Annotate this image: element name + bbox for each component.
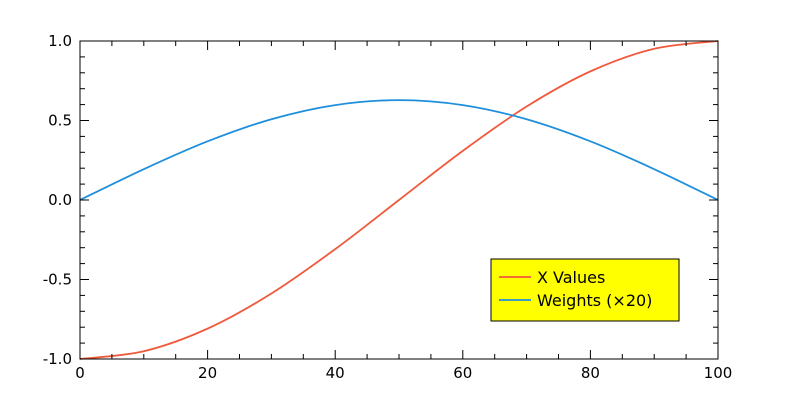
series-line-1 bbox=[79, 99, 719, 201]
y-tick-label-2: 0.0 bbox=[48, 191, 72, 209]
axis-layer: 0 20 40 60 80 100 -1.0 -0.5 0.0 0.5 1.0 bbox=[43, 32, 733, 382]
x-tick-label-5: 100 bbox=[704, 364, 733, 382]
x-tick-label-0: 0 bbox=[75, 364, 85, 382]
x-tick-label-1: 20 bbox=[198, 364, 217, 382]
legend-label-1: Weights (×20) bbox=[537, 291, 652, 310]
x-tick-label-2: 40 bbox=[326, 364, 345, 382]
x-tick-label-3: 60 bbox=[453, 364, 472, 382]
y-tick-label-3: 0.5 bbox=[48, 112, 72, 130]
y-tick-label-0: -1.0 bbox=[43, 350, 72, 368]
y-tick-label-1: -0.5 bbox=[43, 271, 72, 289]
legend: X Values Weights (×20) bbox=[490, 258, 680, 322]
series-layer bbox=[79, 40, 719, 360]
series-line-0 bbox=[79, 40, 719, 360]
y-tick-label-4: 1.0 bbox=[48, 32, 72, 50]
x-tick-label-4: 80 bbox=[581, 364, 600, 382]
legend-label-0: X Values bbox=[537, 268, 605, 287]
legend-box bbox=[490, 258, 680, 322]
